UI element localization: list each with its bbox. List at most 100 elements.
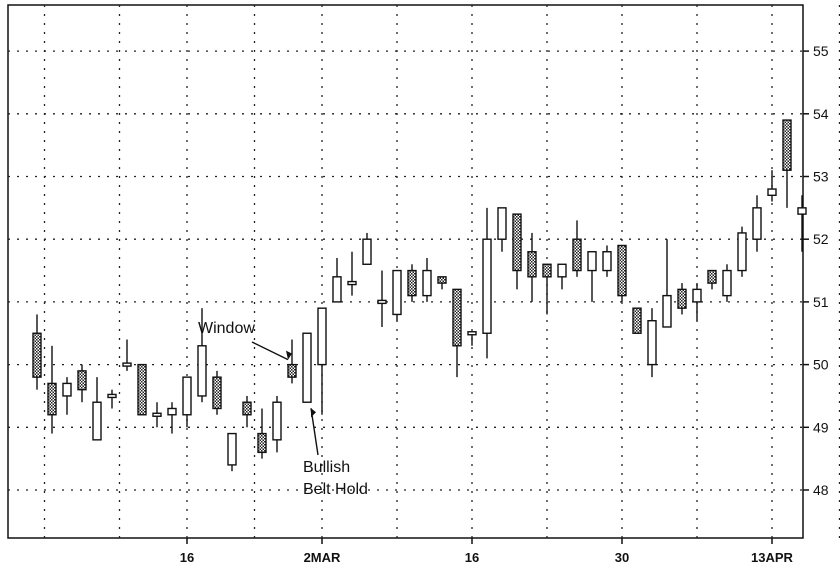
candle [332, 258, 342, 303]
candle [512, 213, 522, 290]
annotations-group: Window Bullish Belt Hold [198, 320, 368, 498]
candle-body [797, 207, 807, 215]
candle-body [647, 320, 657, 366]
candles-group [32, 119, 807, 472]
candle [572, 220, 582, 277]
candle [137, 363, 147, 416]
candle [32, 314, 42, 390]
candle [737, 226, 747, 277]
candle [452, 288, 462, 378]
candle [422, 258, 432, 302]
candle [212, 370, 222, 415]
candle [182, 376, 192, 428]
candle-body [557, 263, 567, 278]
candle [242, 395, 252, 428]
x-tick-label: 2MAR [304, 550, 341, 565]
candle [272, 395, 282, 453]
candle [542, 263, 552, 315]
candle-body [362, 238, 372, 265]
y-tick-label: 48 [813, 482, 829, 498]
candle-body [632, 307, 642, 334]
candle-body [482, 238, 492, 334]
x-tick-label: 30 [615, 550, 629, 565]
candle [317, 307, 327, 415]
candle-body [77, 370, 87, 391]
candle-body [407, 269, 417, 297]
candle-body [107, 393, 117, 399]
candle [347, 251, 357, 296]
candle [107, 389, 117, 409]
candle [647, 308, 657, 378]
candle-body [542, 263, 552, 278]
candle-body [197, 345, 207, 397]
candle-body [587, 251, 597, 272]
x-tick-label: 16 [180, 550, 194, 565]
candle [602, 245, 612, 277]
candle-body [752, 207, 762, 240]
candle-body [152, 412, 162, 417]
y-tick-label: 55 [813, 43, 829, 59]
candle [467, 331, 477, 346]
y-tick-label: 54 [813, 106, 829, 122]
candle [92, 377, 102, 441]
candle-body [452, 288, 462, 347]
candle [482, 207, 492, 359]
candle [47, 345, 57, 434]
candle-body [47, 382, 57, 416]
candle-body [782, 119, 792, 171]
candle-body [437, 276, 447, 284]
window-arrow-head [286, 350, 292, 360]
candle [557, 263, 567, 290]
y-tick-label: 52 [813, 231, 829, 247]
candle-body [662, 294, 672, 328]
candle [77, 364, 87, 403]
y-tick-label: 49 [813, 419, 829, 435]
candle [632, 307, 642, 334]
candle [62, 377, 72, 415]
candle [782, 119, 792, 208]
candle-body [257, 432, 267, 454]
candle-body [287, 363, 297, 378]
candle [527, 232, 537, 302]
candle-body [707, 269, 717, 284]
candle [497, 207, 507, 252]
candle [167, 402, 177, 434]
candle [227, 432, 237, 472]
candle-body [92, 401, 102, 441]
candle [197, 308, 207, 403]
candle [407, 264, 417, 302]
candle [377, 270, 387, 327]
candle-body [467, 331, 477, 336]
candle-body [512, 213, 522, 272]
candle [767, 170, 777, 202]
window-annotation-arrow [251, 341, 289, 361]
y-axis: 48 49 50 51 52 53 54 55 [803, 43, 829, 498]
candle-body [182, 376, 192, 416]
candle [692, 283, 702, 321]
candle-body [722, 269, 732, 297]
candle [662, 239, 672, 328]
candle-body [272, 401, 282, 441]
x-axis: 16 2MAR 16 30 13APR [180, 538, 794, 565]
candle-body [242, 401, 252, 416]
plot-frame [7, 4, 804, 539]
candle [722, 264, 732, 302]
candle-body [377, 299, 387, 305]
candle [287, 339, 297, 384]
candle-body [422, 269, 432, 297]
candle [392, 269, 402, 321]
candle [122, 339, 132, 371]
grid-lines [8, 5, 840, 538]
candle-body [32, 332, 42, 378]
candle-body [527, 251, 537, 278]
candle-body [137, 363, 147, 416]
candle [362, 232, 372, 265]
x-tick-label: 13APR [751, 550, 794, 565]
candle [587, 251, 597, 302]
y-tick-label: 50 [813, 357, 829, 373]
candle-body [737, 232, 747, 272]
candle [302, 332, 312, 403]
candle [677, 283, 687, 315]
y-tick-label: 53 [813, 169, 829, 185]
